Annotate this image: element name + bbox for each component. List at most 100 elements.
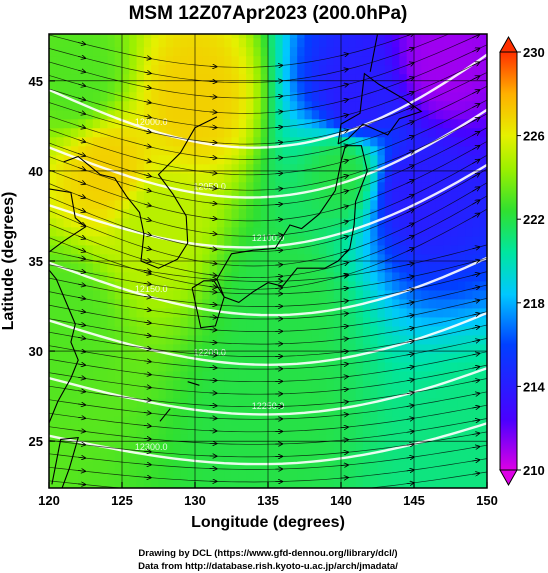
field-cell [216,280,225,291]
field-cell [70,370,79,381]
field-cell [158,208,167,219]
field-cell [297,244,306,255]
field-cell [216,388,225,399]
field-cell [151,190,160,201]
field-cell [341,343,349,354]
field-cell [384,433,393,444]
field-cell [472,352,481,363]
field-cell [78,46,87,57]
field-cell [107,379,116,390]
field-cell [297,469,306,480]
field-cell [231,127,240,138]
field-cell [107,34,116,39]
field-cell [479,208,487,219]
field-cell [457,388,466,399]
field-cell [406,64,415,75]
field-cell [384,181,393,192]
field-cell [450,406,459,417]
field-cell [377,406,386,417]
field-cell [355,226,364,237]
field-cell [414,379,422,390]
field-cell [180,127,189,138]
field-cell [63,388,72,399]
field-cell [319,208,327,219]
field-cell [107,370,116,381]
field-cell [414,163,422,174]
field-cell [238,55,247,66]
field-cell [450,433,459,444]
field-cell [304,127,313,138]
field-cell [333,388,342,399]
field-cell [209,109,218,120]
wind-arrow [472,104,479,108]
field-cell [304,442,313,453]
field-cell [289,253,298,264]
field-cell [238,370,247,381]
field-cell [78,379,87,390]
field-cell [355,469,364,480]
field-cell [78,397,87,408]
wind-arrow [78,297,85,299]
field-cell [355,244,364,255]
field-cell [136,244,145,255]
field-cell [92,298,101,309]
field-cell [282,460,291,471]
field-cell [333,235,342,246]
colorbar-tick-label: 226 [523,129,545,144]
field-cell [56,127,65,138]
field-cell [85,37,94,48]
field-cell [297,253,306,264]
field-cell [289,451,298,462]
field-cell [282,478,291,488]
field-cell [370,289,379,300]
field-cell [129,442,138,453]
field-cell [238,262,247,273]
field-cell [268,316,276,327]
field-cell [421,199,430,210]
field-cell [165,37,174,48]
field-cell [297,208,306,219]
field-cell [92,136,101,147]
field-cell [479,46,487,57]
field-cell [238,217,247,228]
field-cell [70,91,79,102]
wind-arrow [78,249,85,252]
field-cell [289,34,298,39]
field-cell [377,415,386,426]
field-cell [238,316,247,327]
field-cell [195,163,203,174]
field-cell [421,253,430,264]
field-cell [289,262,298,273]
field-cell [435,244,444,255]
field-cell [384,64,393,75]
field-cell [224,433,233,444]
field-cell [392,460,400,471]
field-cell [472,145,481,156]
field-cell [289,433,298,444]
field-cell [362,127,371,138]
field-cell [450,73,459,84]
field-cell [472,460,481,471]
field-cell [136,154,145,165]
field-cell [392,46,400,57]
field-cell [370,334,379,345]
field-cell [180,433,189,444]
field-cell [260,46,269,57]
field-cell [297,217,306,228]
field-cell [435,316,444,327]
wind-arrow [143,87,151,89]
field-cell [246,280,254,291]
field-cell [253,226,262,237]
field-cell [100,460,108,471]
field-cell [180,46,189,57]
field-cell [246,334,254,345]
field-cell [297,154,306,165]
wind-arrow [472,287,479,289]
field-cell [100,208,108,219]
field-cell [158,379,167,390]
field-cell [209,388,218,399]
field-cell [311,469,320,480]
field-cell [311,46,320,57]
field-cell [129,190,138,201]
field-cell [216,82,225,93]
